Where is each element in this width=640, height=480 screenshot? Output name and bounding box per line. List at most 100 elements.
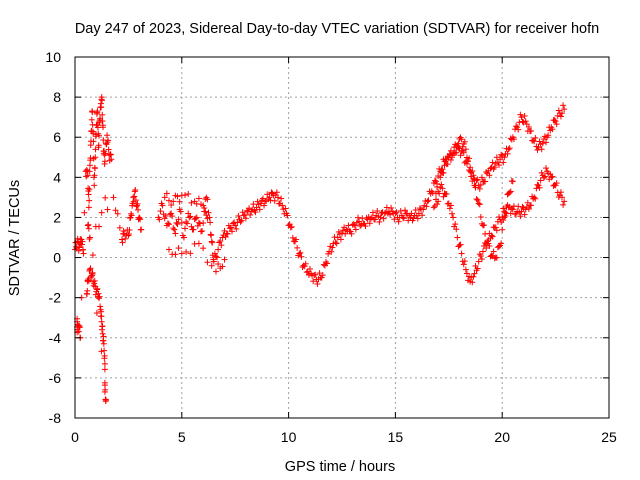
grid-lines — [74, 56, 610, 419]
data-point-main-track — [184, 220, 191, 227]
data-point-main-track — [282, 205, 289, 212]
data-point-middle-loop — [490, 248, 497, 255]
data-point-early-scatter — [93, 286, 100, 293]
data-point-middle-loop — [468, 169, 475, 176]
data-point-main-track — [510, 136, 517, 143]
data-point-upper-spread — [268, 190, 275, 197]
data-point-lower-loop — [560, 201, 567, 208]
data-point-main-track — [256, 206, 263, 213]
data-point-upper-spread — [432, 196, 439, 203]
x-tick-label: 0 — [71, 429, 79, 445]
data-point-main-track — [489, 159, 496, 166]
data-point-main-track — [402, 207, 409, 214]
y-tick-label: 0 — [53, 250, 61, 266]
data-point-main-track — [399, 214, 406, 221]
data-point-upper-spread — [168, 202, 175, 209]
data-point-main-track — [190, 226, 197, 233]
data-point-main-track — [230, 220, 237, 227]
data-point-main-track — [555, 107, 562, 114]
data-point-main-track — [374, 207, 381, 214]
data-point-main-track — [380, 215, 387, 222]
data-point-main-track — [288, 223, 295, 230]
data-point-main-track — [332, 239, 339, 246]
data-point-early-scatter — [94, 285, 101, 292]
data-point-early-scatter — [137, 226, 144, 233]
data-point-early-scatter — [132, 186, 139, 193]
data-point-main-track — [542, 139, 549, 146]
data-point-early-scatter — [100, 333, 107, 340]
data-point-middle-loop — [500, 217, 507, 224]
data-point-main-track — [553, 121, 560, 128]
x-tick-label: 20 — [494, 429, 510, 445]
data-point-lower-loop — [460, 261, 467, 268]
data-point-main-track — [378, 210, 385, 217]
data-point-middle-loop — [438, 166, 445, 173]
data-point-early-scatter — [99, 323, 106, 330]
data-point-main-track — [298, 253, 305, 260]
data-point-middle-loop — [502, 212, 509, 219]
data-point-lower-loop — [517, 213, 524, 220]
data-point-main-track — [561, 106, 568, 113]
data-point-early-scatter — [104, 206, 111, 213]
data-point-main-track — [196, 220, 203, 227]
data-point-main-track — [336, 230, 343, 237]
data-point-main-track — [306, 265, 313, 272]
data-point-main-track — [362, 223, 369, 230]
data-point-main-track — [352, 226, 359, 233]
data-point-upper-spread — [163, 190, 170, 197]
data-point-middle-loop — [507, 188, 514, 195]
data-point-early-scatter — [101, 352, 108, 359]
data-point-middle-loop — [475, 200, 482, 207]
data-point-early-scatter — [89, 128, 96, 135]
data-point-main-track — [463, 160, 470, 167]
data-point-main-track — [318, 274, 325, 281]
data-point-main-track — [192, 215, 199, 222]
data-point-lower-loop — [553, 180, 560, 187]
data-point-early-scatter — [86, 186, 93, 193]
data-point-early-scatter — [112, 207, 119, 214]
data-point-early-scatter — [132, 197, 139, 204]
data-point-main-track — [259, 195, 266, 202]
data-point-main-track — [392, 210, 399, 217]
data-point-middle-loop — [508, 178, 515, 185]
data-point-upper-spread — [185, 190, 192, 197]
data-point-main-track — [528, 127, 535, 134]
data-point-main-track — [207, 231, 214, 238]
data-point-lower-loop — [449, 210, 456, 217]
data-point-main-track — [331, 234, 338, 241]
data-point-early-scatter — [84, 287, 91, 294]
data-point-main-track — [170, 225, 177, 232]
data-point-main-track — [75, 247, 82, 254]
data-point-early-scatter — [107, 151, 114, 158]
data-point-main-track — [241, 211, 248, 218]
data-point-middle-loop — [474, 197, 481, 204]
data-point-main-track — [329, 244, 336, 251]
data-point-early-scatter — [84, 222, 91, 229]
data-point-early-scatter — [128, 212, 135, 219]
data-point-main-track — [345, 222, 352, 229]
data-point-upper-spread — [219, 263, 226, 270]
x-tick-label: 5 — [178, 429, 186, 445]
data-point-early-scatter — [99, 330, 106, 337]
data-point-lower-loop — [456, 242, 463, 249]
data-point-early-scatter — [90, 155, 97, 162]
data-point-upper-spread — [212, 268, 219, 275]
data-point-main-track — [495, 162, 502, 169]
data-point-early-scatter — [87, 155, 94, 162]
data-point-main-track — [242, 215, 249, 222]
data-point-main-track — [456, 145, 463, 152]
data-point-upper-spread — [202, 196, 209, 203]
data-point-early-scatter — [88, 116, 95, 123]
data-point-early-scatter — [131, 188, 138, 195]
data-point-early-scatter — [85, 204, 92, 211]
data-point-middle-loop — [455, 144, 462, 151]
data-point-main-track — [214, 254, 221, 261]
data-point-middle-loop — [486, 242, 493, 249]
data-point-main-track — [515, 126, 522, 133]
data-point-lower-loop — [493, 227, 500, 234]
data-point-middle-loop — [498, 240, 505, 247]
data-point-early-scatter — [81, 209, 88, 216]
data-point-middle-loop — [443, 156, 450, 163]
data-point-early-scatter — [102, 194, 109, 201]
